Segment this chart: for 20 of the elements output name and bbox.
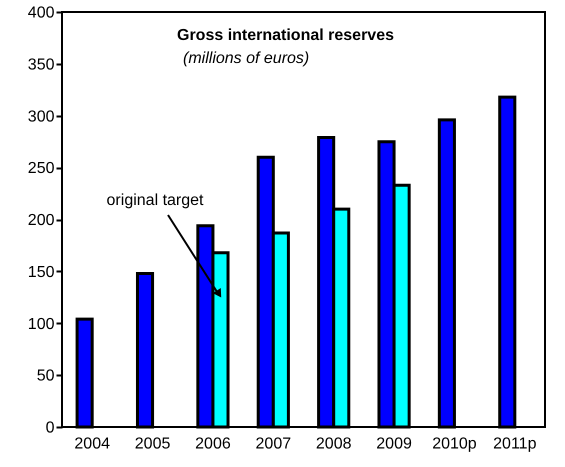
x-tick-label: 2010p [432,436,477,452]
x-tick-label: 2007 [256,436,292,452]
y-tick-label: 400 [28,4,55,22]
y-tick-label: 0 [46,420,55,436]
y-tick-label: 150 [28,264,55,281]
x-tick-label: 2006 [195,436,231,452]
annotation: original target [106,192,204,209]
y-tick-label: 300 [28,108,55,126]
y-tick-label: 100 [28,316,55,333]
text: (millions of euros) [183,50,310,67]
x-tick-label: 2011p [493,436,537,452]
text: Gross international reserves [177,27,394,44]
y-tick-label: 200 [28,212,55,229]
x-tick-label: 2008 [316,436,352,452]
y-tick-label: 350 [28,56,55,74]
y-tick-label: 50 [36,368,55,385]
x-tick-label: 2009 [376,436,412,452]
y-tick-label: 250 [28,160,55,178]
x-tick-label: 2004 [74,436,110,452]
x-tick-label: 2005 [134,436,170,452]
